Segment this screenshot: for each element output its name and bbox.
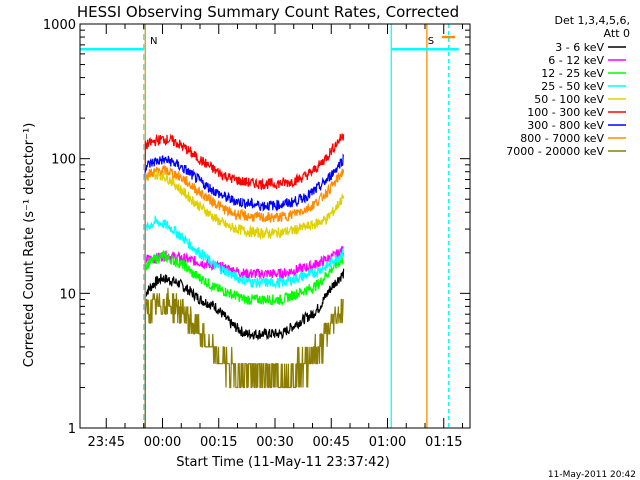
legend-entry-label: 12 - 25 keV	[541, 67, 604, 80]
legend-header: Att 0	[604, 27, 630, 40]
x-tick-label: 01:00	[369, 435, 406, 450]
marker-label-n: N	[150, 36, 157, 47]
series-line	[144, 170, 345, 428]
legend-entry-label: 6 - 12 keV	[548, 54, 604, 67]
x-tick-label: 23:45	[88, 435, 125, 450]
legend-entry-label: 7000 - 20000 keV	[506, 145, 604, 158]
y-tick-label: 10	[59, 287, 76, 302]
series-line	[144, 250, 344, 428]
x-tick-label: 00:30	[256, 435, 293, 450]
series-line	[144, 153, 345, 428]
x-tick-label: 00:15	[200, 435, 237, 450]
chart-title: HESSI Observing Summary Count Rates, Cor…	[77, 3, 459, 21]
series-line	[144, 268, 345, 428]
x-tick-label: 01:15	[425, 435, 462, 450]
x-tick-label: 00:00	[144, 435, 181, 450]
footer-timestamp: 11-May-2011 20:42	[548, 470, 636, 480]
series-line	[144, 287, 344, 428]
series-line	[144, 163, 345, 428]
legend-entry-label: 25 - 50 keV	[541, 80, 604, 93]
series-line	[144, 133, 345, 428]
legend-entry-label: 300 - 800 keV	[527, 119, 604, 132]
y-tick-label: 1000	[43, 18, 76, 33]
y-axis-label: Corrected Count Rate (s⁻¹ detector⁻¹)	[22, 123, 37, 368]
legend-entry-label: 50 - 100 keV	[534, 93, 604, 106]
marker-label-s: S	[428, 36, 434, 47]
legend-entry-label: 800 - 7000 keV	[520, 132, 604, 145]
x-tick-label: 00:45	[313, 435, 350, 450]
axes: 1 10 100 1000 23:45 00:00 00:15 00:30 00:45 01:00…	[43, 18, 471, 450]
legend-entry-label: 100 - 300 keV	[527, 106, 604, 119]
legend-entry-label: 3 - 6 keV	[555, 41, 604, 54]
legend-header: Det 1,3,4,5,6,	[554, 14, 630, 27]
series-line	[144, 214, 345, 428]
x-axis-label: Start Time (11-May-11 23:37:42)	[176, 455, 390, 470]
y-tick-label: 1	[68, 422, 76, 437]
y-tick-label: 100	[51, 153, 76, 168]
